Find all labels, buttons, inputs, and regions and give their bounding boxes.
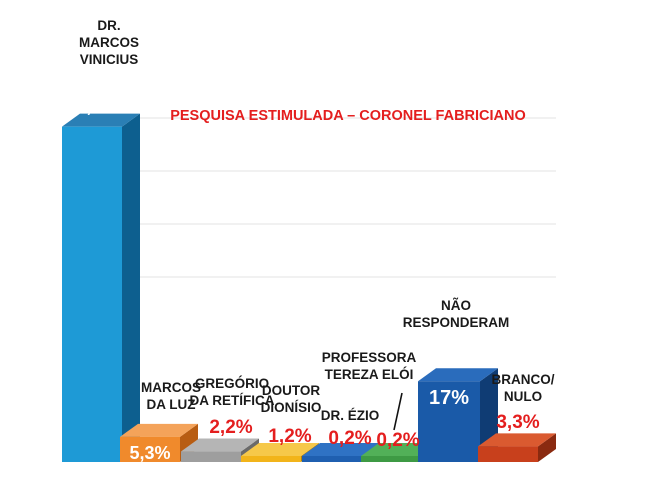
category-label: MARCOS DA LUZ — [141, 380, 201, 412]
bar-side — [122, 113, 140, 463]
category-label: DR. MARCOS VINICIUS — [79, 18, 139, 67]
bar-top — [478, 433, 556, 447]
bar-front — [62, 126, 122, 463]
bar-top — [302, 443, 380, 456]
bar-top — [418, 368, 498, 382]
value-label: 3,3% — [496, 412, 539, 433]
value-label: 0,2% — [376, 430, 419, 451]
gridlines — [140, 117, 556, 278]
chart-title: PESQUISA ESTIMULADA – CORONEL FABRICIANO — [170, 108, 526, 124]
bar-top — [120, 423, 198, 437]
bar-top — [181, 438, 259, 452]
value-label: 1,2% — [268, 426, 311, 447]
bar — [478, 433, 556, 462]
bar-front — [478, 446, 538, 462]
labels: 70,6% 5,3% 2,2% 1,2% 0,2% 0,2% 17% 3,3% DR. MARCO… — [65, 18, 555, 463]
value-label: 0,2% — [328, 428, 371, 449]
bar-front — [361, 456, 419, 462]
value-label: 70,6% — [65, 96, 119, 117]
value-label: 5,3% — [129, 443, 170, 463]
category-label: DOUTOR DIONÍSIO — [261, 383, 322, 415]
value-label: 2,2% — [209, 417, 252, 438]
category-label: BRANCO/NULO — [492, 372, 555, 404]
leader-line — [393, 392, 403, 431]
bar-front — [120, 436, 180, 462]
bar-front — [418, 381, 480, 462]
bar-front — [302, 456, 362, 462]
bar-top — [241, 443, 319, 456]
bars — [62, 113, 556, 463]
category-label: GREGÓRIO DA RETÍFICA — [190, 376, 275, 408]
category-label: DR. ÉZIO — [321, 408, 380, 423]
bar-front — [241, 456, 301, 462]
bar-side — [538, 433, 556, 462]
category-label: PROFESSORA TEREZA ELÓI — [322, 350, 417, 382]
bar — [62, 113, 140, 463]
bar-front — [181, 451, 241, 462]
bar-top — [62, 113, 140, 127]
value-label: 17% — [429, 387, 469, 409]
category-label: NÃO RESPONDERAM — [403, 298, 510, 330]
